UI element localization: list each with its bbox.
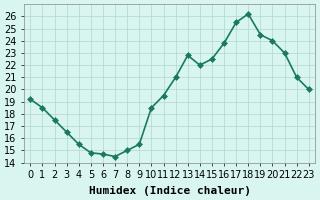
X-axis label: Humidex (Indice chaleur): Humidex (Indice chaleur) (89, 186, 251, 196)
